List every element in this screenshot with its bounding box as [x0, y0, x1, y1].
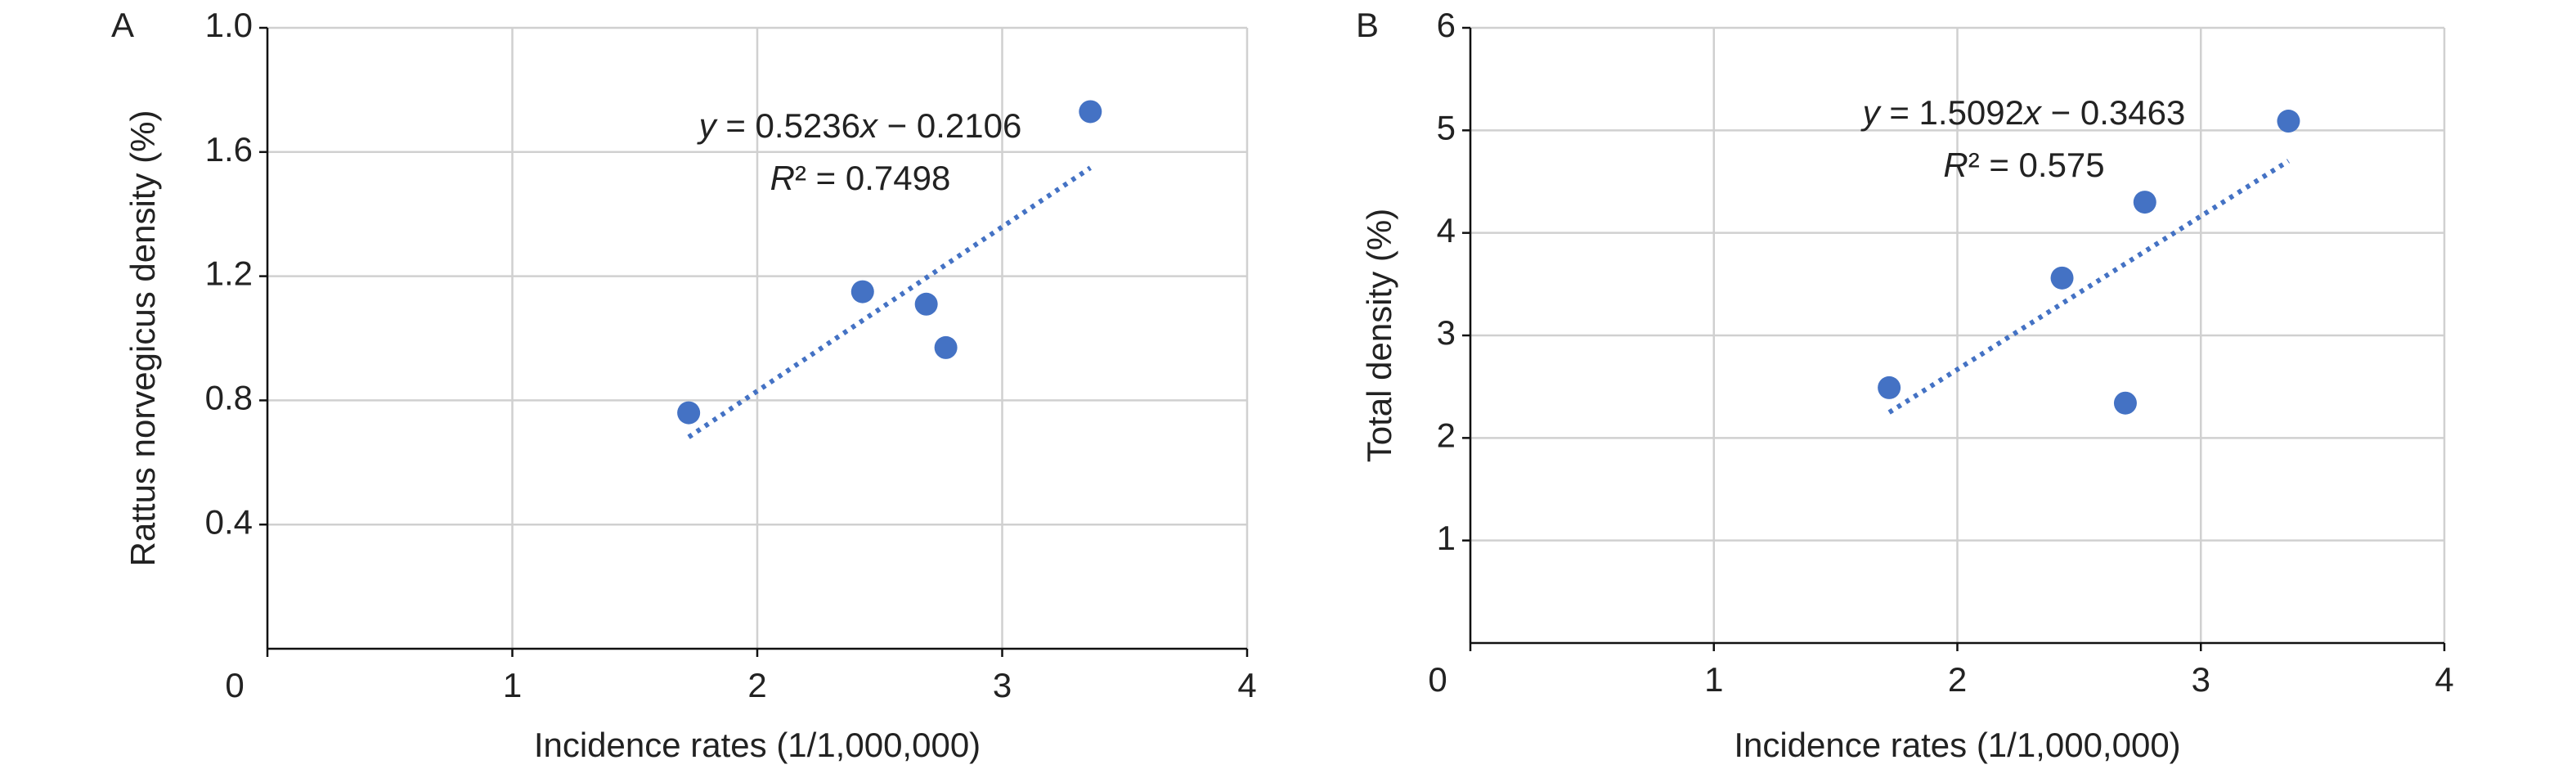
x-axis-title: Incidence rates (1/1,000,000) [534, 726, 981, 764]
x-tick-label: 0 [225, 666, 244, 704]
x-tick-label: 4 [1237, 666, 1256, 704]
trendline [687, 165, 1092, 439]
x-tick-label: 3 [993, 666, 1012, 704]
x-tick-label: 2 [747, 666, 766, 704]
y-axis-title: Rattus norvegicus density (%) [123, 110, 162, 567]
y-tick-label: 6 [1437, 6, 1456, 44]
y-tick-label: 1 [1437, 519, 1456, 557]
y-tick-label: 4 [1437, 211, 1456, 250]
y-tick-label: 0.8 [205, 378, 253, 416]
y-tick-label: 3 [1437, 313, 1456, 352]
panel-label: B [1356, 6, 1379, 44]
y-tick-label: 1.0 [205, 6, 253, 44]
x-tick-label: 3 [2192, 660, 2210, 699]
y-tick-label: 1.6 [205, 130, 253, 169]
x-tick-label: 0 [1428, 660, 1447, 699]
x-tick-label: 2 [1948, 660, 1967, 699]
x-tick-label: 4 [2435, 660, 2453, 699]
y-tick-label: 5 [1437, 108, 1456, 146]
trend-equation: y = 0.5236x − 0.2106 [697, 106, 1022, 145]
y-axis-title: Total density (%) [1360, 209, 1398, 462]
x-axis-title: Incidence rates (1/1,000,000) [1734, 726, 2180, 764]
point [677, 401, 701, 425]
trend-equation: y = 1.5092x − 0.3463 [1860, 93, 2186, 132]
point [914, 292, 938, 316]
r-squared: R² = 0.7498 [770, 159, 951, 197]
point [2277, 110, 2300, 133]
y-tick-label: 1.2 [205, 254, 253, 293]
point [2133, 191, 2156, 214]
point [934, 335, 958, 359]
trendline [1887, 159, 2291, 415]
y-tick-label: 2 [1437, 416, 1456, 454]
point [2050, 266, 2074, 290]
point [850, 280, 874, 304]
r-squared: R² = 0.575 [1943, 146, 2104, 184]
x-tick-label: 1 [503, 666, 522, 704]
point [1878, 376, 1901, 399]
y-tick-label: 0.4 [205, 502, 253, 541]
point [1079, 100, 1102, 124]
x-tick-label: 1 [1704, 660, 1723, 699]
point [2113, 391, 2137, 415]
panel-label: A [111, 6, 134, 44]
